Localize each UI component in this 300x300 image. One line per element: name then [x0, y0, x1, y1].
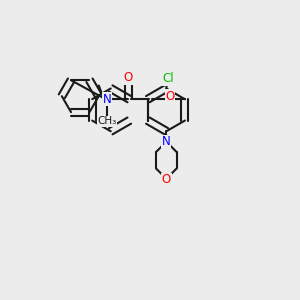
Text: O: O — [165, 90, 175, 103]
Text: CH₃: CH₃ — [98, 116, 117, 127]
Text: N: N — [103, 93, 111, 106]
Text: N: N — [162, 135, 171, 148]
Text: O: O — [162, 173, 171, 186]
Text: O: O — [124, 71, 133, 84]
Text: Cl: Cl — [162, 73, 174, 85]
